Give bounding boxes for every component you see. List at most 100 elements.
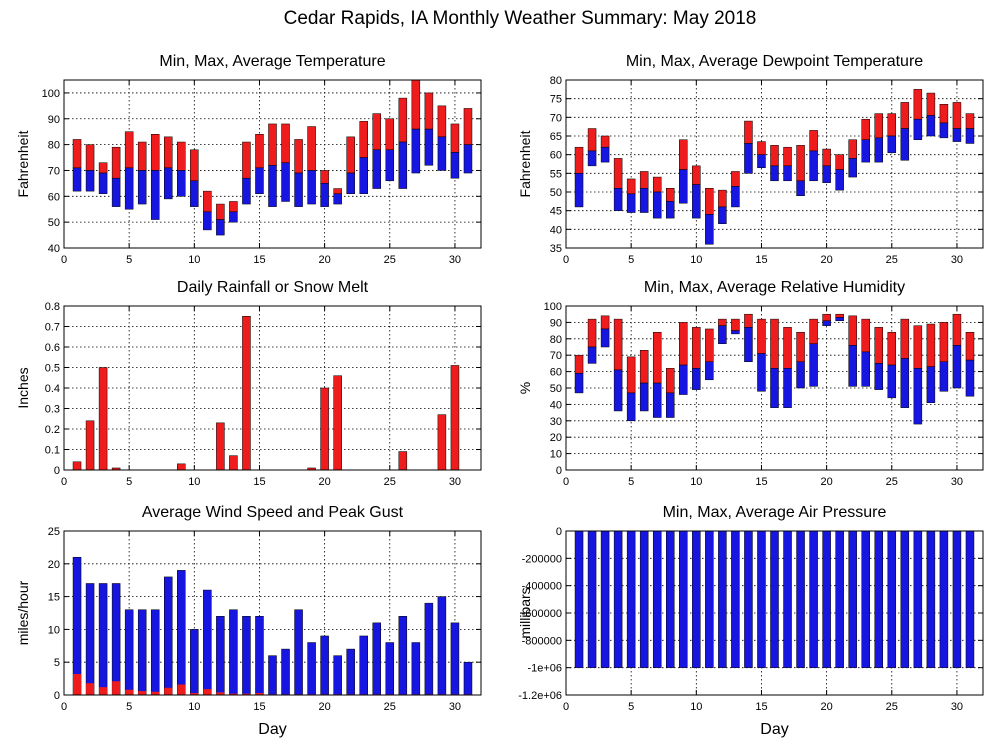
wind-avg-bar-day-1 <box>73 674 82 695</box>
gust-bar-day-12 <box>216 616 225 696</box>
chart-rain: Daily Rainfall or Snow Melt 0 0.1 0.2 0.3 0.4… <box>15 279 482 488</box>
gust-bar-day-17 <box>281 648 290 696</box>
bar-lower-day-19 <box>809 343 818 387</box>
plot-frame <box>565 79 984 249</box>
bar-upper-day-23 <box>359 121 368 158</box>
bar-lower-day-19 <box>809 530 818 668</box>
bar-lower-day-23 <box>861 351 870 387</box>
y-tick-label: 0 <box>54 690 60 702</box>
bar-upper-day-28 <box>926 92 936 116</box>
x-tick-label: 20 <box>821 476 833 488</box>
x-tick-label: 25 <box>886 254 898 266</box>
bar-upper-day-5 <box>626 356 636 394</box>
y-tick-label: 55 <box>550 168 562 180</box>
bar-lower-day-5 <box>626 193 636 213</box>
bar-lower-day-23 <box>861 139 870 163</box>
rain-bar-day-29 <box>437 414 447 471</box>
y-axis-label: Fahrenheit <box>517 130 533 197</box>
y-tick-label: 0.5 <box>45 363 60 375</box>
bar-lower-day-24 <box>372 149 381 189</box>
y-tick-label: 45 <box>550 206 562 218</box>
bar-lower-day-10 <box>692 368 701 390</box>
y-tick-label: -600000 <box>522 608 562 620</box>
x-tick-label: 0 <box>563 476 569 488</box>
x-tick-label: 25 <box>384 476 396 488</box>
bar-lower-day-20 <box>822 165 831 183</box>
gust-bar-day-20 <box>320 635 329 696</box>
wind-avg-bar-day-14 <box>242 693 251 695</box>
plot-frame <box>63 305 482 471</box>
bar-lower-day-28 <box>926 530 936 668</box>
bar-lower-day-31 <box>965 128 975 144</box>
bar-lower-day-16 <box>770 530 779 668</box>
bar-lower-day-25 <box>887 135 897 154</box>
bar-lower-day-11 <box>203 211 212 231</box>
x-tick-label: 15 <box>755 254 767 266</box>
bar-lower-day-15 <box>757 530 766 668</box>
y-tick-label: 0 <box>54 465 60 477</box>
wind-avg-bar-day-3 <box>99 687 108 695</box>
x-tick-label: 0 <box>61 476 67 488</box>
x-tick-label: 30 <box>449 701 461 713</box>
bar-upper-day-25 <box>887 113 897 137</box>
y-tick-label: 80 <box>550 75 562 87</box>
rain-bar-day-3 <box>98 367 108 471</box>
x-tick-label: 20 <box>821 254 833 266</box>
bar-lower-day-29 <box>437 136 447 171</box>
x-tick-label: 15 <box>755 476 767 488</box>
plot-frame <box>565 530 984 696</box>
bar-lower-day-13 <box>731 330 740 335</box>
bar-upper-day-6 <box>137 141 147 171</box>
bar-upper-day-31 <box>463 108 473 145</box>
x-tick-label: 20 <box>821 701 833 713</box>
bar-upper-day-4 <box>613 318 623 371</box>
y-tick-label: 100 <box>42 88 60 100</box>
bar-upper-day-3 <box>98 162 108 174</box>
bar-upper-day-1 <box>574 146 584 174</box>
y-tick-label: 70 <box>48 165 60 177</box>
gust-bar-day-27 <box>411 642 421 696</box>
gust-bar-day-23 <box>359 635 368 696</box>
bar-lower-day-16 <box>268 165 277 207</box>
gust-bar-day-24 <box>372 622 381 696</box>
gust-bar-day-28 <box>424 602 434 696</box>
bar-upper-day-19 <box>809 318 818 344</box>
x-tick-label: 5 <box>126 476 132 488</box>
x-axis-label: Day <box>258 721 286 738</box>
y-axis-label: miles/hour <box>15 580 31 645</box>
chart-title: Min, Max, Average Air Pressure <box>663 504 887 521</box>
x-tick-label: 5 <box>628 476 634 488</box>
bar-upper-day-28 <box>424 92 434 130</box>
bar-upper-day-1 <box>574 354 584 374</box>
chart-wind: Average Wind Speed and Peak Gust 0 5 10 15 20… <box>15 504 482 738</box>
gust-bar-day-4 <box>111 583 121 696</box>
bar-lower-day-31 <box>965 359 975 397</box>
bar-upper-day-6 <box>639 171 649 189</box>
gust-bar-day-5 <box>124 609 134 696</box>
bar-upper-day-30 <box>952 313 962 346</box>
bar-lower-day-1 <box>574 372 584 394</box>
bar-upper-day-7 <box>652 176 662 193</box>
chart-title: Average Wind Speed and Peak Gust <box>142 504 404 521</box>
bar-upper-day-11 <box>705 328 714 363</box>
bar-upper-day-17 <box>783 146 792 167</box>
y-tick-label: 50 <box>550 187 562 199</box>
bar-lower-day-20 <box>320 183 329 207</box>
rain-bar-day-30 <box>450 365 460 471</box>
rain-bar-day-9 <box>177 463 186 471</box>
bar-upper-day-8 <box>164 136 173 169</box>
bar-lower-day-3 <box>600 328 610 348</box>
wind-avg-bar-day-13 <box>229 693 238 695</box>
y-tick-label: 100 <box>544 301 562 313</box>
bar-upper-day-12 <box>718 189 727 208</box>
gust-bar-day-7 <box>150 609 160 696</box>
bar-lower-day-21 <box>333 193 342 205</box>
bar-lower-day-21 <box>835 169 844 191</box>
bar-upper-day-4 <box>613 158 623 189</box>
y-tick-label: 10 <box>550 449 562 461</box>
bar-upper-day-24 <box>874 327 883 364</box>
bar-lower-day-15 <box>757 353 766 392</box>
bar-lower-day-22 <box>848 158 857 178</box>
bar-upper-day-16 <box>770 145 779 167</box>
